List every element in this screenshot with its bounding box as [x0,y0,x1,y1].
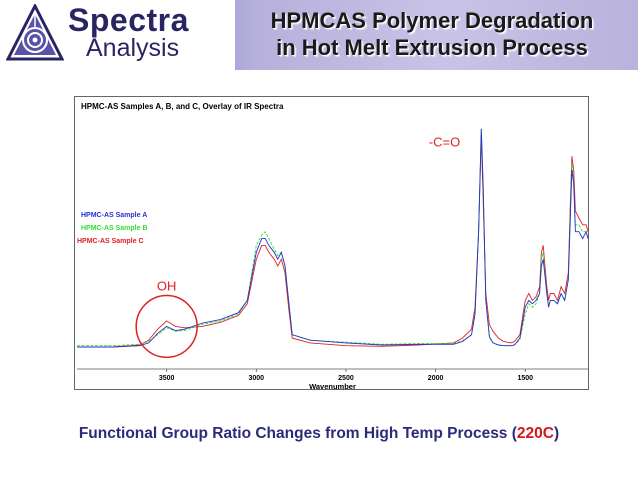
x-tick-label: 3000 [249,375,265,382]
caption-temperature: 220C [516,425,554,442]
series-line-sample-b [77,128,589,347]
legend-entry-sample-b: HPMC-AS Sample B [81,225,148,232]
brand-name: Spectra [68,2,189,38]
spectra-logo-icon [6,4,64,61]
brand-subname: Analysis [86,34,180,62]
series-line-sample-c [77,135,589,348]
x-tick-label: 3500 [159,375,175,382]
x-axis-label: Wavenumber [309,382,356,391]
spectrum-svg: HPMC-AS Samples A, B, and C, Overlay of … [77,102,589,391]
annotation-carbonyl: -C=O [429,134,460,149]
legend-entry-sample-c: HPMC-AS Sample C [77,238,144,245]
slide-caption: Functional Group Ratio Changes from High… [0,425,638,443]
annotation-oh: OH [157,279,177,294]
slide-title-line-1: HPMCAS Polymer Degradation [270,8,594,33]
x-tick-label: 2000 [428,375,444,382]
oh-region-circle [135,294,198,359]
x-tick-label: 1500 [517,375,533,382]
x-tick-label: 2500 [338,375,354,382]
series-line-sample-a [77,128,589,348]
caption-suffix: ) [553,425,560,442]
ir-spectrum-chart: HPMC-AS Samples A, B, and C, Overlay of … [74,96,589,391]
caption-prefix: Functional Group Ratio Changes from High… [78,425,517,442]
logo: Spectra Analysis [0,0,235,70]
slide-title-line-2: in Hot Melt Extrusion Process [276,35,588,60]
legend-entry-sample-a: HPMC-AS Sample A [81,212,147,219]
chart-title: HPMC-AS Samples A, B, and C, Overlay of … [81,102,284,111]
